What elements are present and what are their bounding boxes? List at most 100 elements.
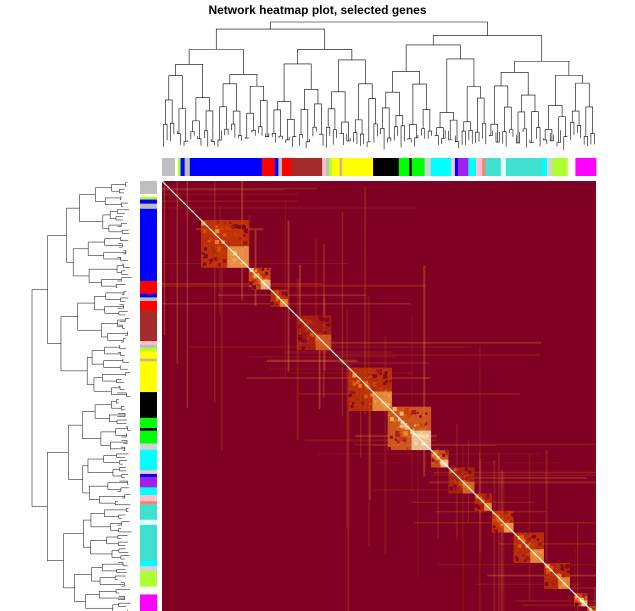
dendrogram-branch	[237, 135, 242, 141]
dendrogram-branch	[354, 119, 363, 135]
tom-cell	[392, 406, 397, 412]
tom-cell	[372, 374, 377, 379]
dendrogram-branch	[495, 131, 500, 143]
heatmap-stripe	[577, 523, 579, 611]
tom-cell	[503, 511, 507, 515]
dendrogram-branch	[117, 277, 132, 282]
tom-cell	[364, 394, 368, 399]
tom-cell	[370, 404, 373, 408]
dendrogram-branch	[175, 64, 203, 98]
dendrogram-branch	[94, 296, 106, 311]
tom-cell	[527, 533, 532, 538]
dendrogram-branch	[482, 123, 487, 145]
tom-cell	[544, 582, 549, 586]
dendrogram-branch	[312, 126, 317, 137]
dendrogram-branch	[387, 137, 392, 143]
heatmap-stripe	[220, 219, 224, 451]
dendrogram-branch	[409, 124, 417, 139]
heatmap-stripe	[163, 181, 166, 335]
module-color-segment	[278, 158, 283, 176]
heatmap-stripe	[347, 364, 350, 611]
dendrogram-branch	[94, 404, 112, 419]
heatmap-stripe	[341, 211, 344, 417]
module-color-segment	[541, 158, 548, 176]
dendrogram-branch	[536, 127, 541, 147]
tom-cell	[207, 238, 212, 243]
tom-cell	[538, 542, 543, 547]
dendrogram-branch	[111, 401, 122, 409]
tom-cell	[552, 583, 556, 587]
dendrogram-branch	[119, 460, 128, 465]
tom-cell	[532, 534, 536, 539]
dendrogram-branch	[91, 350, 105, 365]
module-color-segment	[140, 566, 157, 572]
module-color-segment	[189, 158, 263, 176]
tom-cell	[425, 412, 428, 415]
dendrogram-branch	[117, 209, 130, 214]
module-color-segment	[140, 417, 157, 429]
module-color-segment	[409, 158, 412, 176]
heatmap-stripe	[528, 454, 531, 601]
tom-cell	[326, 323, 330, 327]
tom-cell	[242, 234, 246, 237]
dendrogram-branch	[121, 440, 128, 445]
tom-cell	[361, 398, 364, 401]
dendrogram-branch	[115, 399, 119, 404]
dendrogram-branch	[516, 131, 521, 144]
dendrogram-branch	[100, 431, 116, 446]
tom-cell	[270, 302, 275, 306]
heatmap-stripe	[298, 264, 301, 346]
tom-cell	[449, 486, 453, 491]
tom-cell	[580, 597, 584, 602]
tom-cell	[308, 326, 310, 328]
tom-cell	[433, 455, 438, 460]
tom-cell	[368, 374, 373, 379]
dendrogram-branch	[405, 44, 461, 72]
dendrogram-branch	[63, 533, 84, 589]
heatmap-stripe	[176, 181, 179, 364]
dendrogram-branch	[74, 574, 92, 602]
dendrogram-branch	[47, 452, 69, 561]
tom-cell	[221, 250, 225, 255]
dendrogram-branch	[531, 111, 539, 143]
heatmap-stripe	[360, 368, 362, 458]
tom-cell	[224, 231, 227, 235]
heatmap-stripe	[287, 220, 290, 372]
dendrogram-branch	[326, 127, 331, 148]
tom-cell	[522, 554, 525, 557]
heatmap-stripe	[475, 583, 581, 586]
tom-cell	[406, 447, 409, 450]
tom-cell	[521, 534, 524, 538]
dendrogram-branch	[118, 385, 125, 390]
tom-cell	[273, 289, 278, 294]
tom-cell	[223, 221, 227, 225]
tom-cell	[262, 267, 265, 271]
heatmap-stripe	[284, 351, 393, 354]
dendrogram-branch	[382, 107, 390, 138]
tom-cell	[468, 476, 471, 479]
dendrogram-branch	[83, 519, 91, 548]
tom-cell	[312, 322, 317, 327]
module-color-segment	[140, 501, 157, 505]
dendrogram-branch	[114, 575, 126, 580]
tom-cell	[218, 230, 221, 233]
module-color-segment	[451, 158, 456, 176]
module-color-segment	[140, 293, 157, 298]
tom-cell	[498, 521, 502, 525]
tom-cell	[203, 262, 207, 266]
module-color-segment	[162, 158, 176, 176]
tom-cell	[403, 431, 408, 436]
heatmap-stripe	[162, 283, 323, 285]
dendrogram-branch	[446, 58, 475, 113]
heatmap-stripe	[214, 181, 216, 404]
module-color-segment	[140, 341, 157, 346]
tom-cell	[465, 476, 469, 480]
tom-cell	[441, 453, 446, 457]
module-color-segment	[261, 158, 276, 176]
dendrogram-branch	[82, 465, 90, 494]
heatmap-stripe	[284, 200, 286, 378]
tom-cell	[212, 248, 217, 253]
heatmap-stripe	[162, 188, 284, 191]
module-color-segment	[140, 203, 157, 210]
tom-cell	[485, 496, 487, 499]
